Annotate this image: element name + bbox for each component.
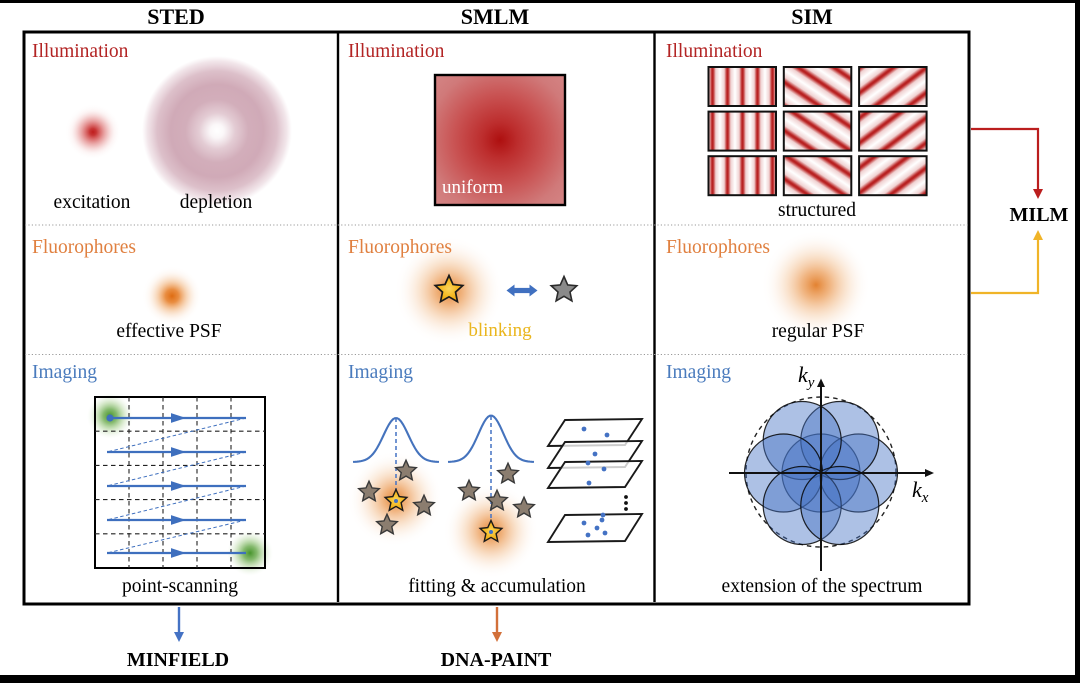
svg-text:Illumination: Illumination — [348, 41, 445, 62]
svg-text:Fluorophores: Fluorophores — [348, 237, 452, 258]
svg-text:Fluorophores: Fluorophores — [32, 237, 136, 258]
svg-text:SIM: SIM — [791, 4, 833, 29]
svg-text:point-scanning: point-scanning — [122, 576, 238, 597]
svg-text:Imaging: Imaging — [666, 362, 731, 383]
svg-text:blinking: blinking — [468, 320, 532, 341]
svg-text:Illumination: Illumination — [666, 41, 763, 62]
svg-text:fitting & accumulation: fitting & accumulation — [408, 576, 586, 597]
svg-text:Imaging: Imaging — [32, 362, 97, 383]
svg-text:MILM: MILM — [1010, 204, 1069, 226]
svg-text:SMLM: SMLM — [461, 4, 530, 29]
svg-text:regular PSF: regular PSF — [772, 321, 865, 342]
svg-text:DNA-PAINT: DNA-PAINT — [441, 649, 552, 671]
svg-text:excitation: excitation — [54, 192, 131, 213]
svg-text:effective PSF: effective PSF — [116, 321, 221, 342]
svg-text:MINFIELD: MINFIELD — [127, 649, 229, 671]
svg-text:extension of the spectrum: extension of the spectrum — [722, 576, 923, 597]
svg-text:structured: structured — [778, 200, 856, 221]
svg-text:Fluorophores: Fluorophores — [666, 237, 770, 258]
svg-text:Illumination: Illumination — [32, 41, 129, 62]
svg-text:depletion: depletion — [180, 192, 253, 213]
svg-text:Imaging: Imaging — [348, 362, 413, 383]
svg-text:uniform: uniform — [442, 177, 503, 198]
svg-text:STED: STED — [147, 4, 204, 29]
